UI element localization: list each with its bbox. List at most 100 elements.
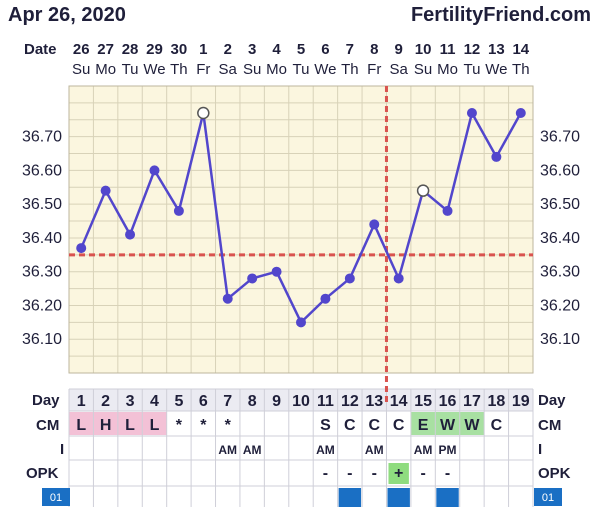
- temperature-point: [442, 205, 453, 216]
- date-label: 12: [464, 41, 481, 58]
- y-tick-right: 36.70: [540, 129, 580, 146]
- cm-cell-fertile: [435, 412, 460, 435]
- date-label: 30: [171, 41, 188, 58]
- weekday-label: Mo: [266, 61, 287, 78]
- weekday-label: Fr: [367, 61, 381, 78]
- cycle-day-cell: 13: [365, 393, 383, 410]
- cycle-day-cell: 4: [150, 393, 159, 410]
- cm-cell: E: [418, 417, 429, 434]
- cycle-day-cell: 12: [341, 393, 359, 410]
- plot-area: [69, 86, 533, 373]
- temperature-point: [296, 317, 306, 328]
- cycle-day-cell: 7: [223, 393, 232, 410]
- weekday-label: Tu: [463, 61, 480, 78]
- temperature-point: [491, 151, 502, 162]
- date-label: 5: [297, 41, 305, 58]
- intercourse-cell: AM: [414, 443, 433, 457]
- y-tick-right: 36.60: [540, 162, 580, 179]
- temperature-point: [515, 108, 526, 119]
- cm-cell: W: [464, 417, 480, 434]
- date-label: 27: [97, 41, 114, 58]
- cm-cell-menstruation: [142, 412, 167, 435]
- chart-date: Apr 26, 2020: [8, 4, 126, 26]
- cm-cell-menstruation: [93, 412, 118, 435]
- weekday-label: Su: [72, 61, 90, 78]
- date-label: 13: [488, 41, 505, 58]
- weekday-label: Su: [243, 61, 261, 78]
- intercourse-cell: PM: [439, 443, 457, 457]
- cycle-badge-left-text: 01: [50, 492, 62, 504]
- cycle-day-cell: 10: [292, 393, 310, 410]
- reference-lines-layer: [69, 86, 533, 405]
- intercourse-cell: AM: [218, 443, 237, 457]
- cycle-day-cell: 18: [487, 393, 505, 410]
- cm-cell: C: [368, 417, 380, 434]
- date-label: 11: [440, 41, 456, 58]
- series-layer: [76, 106, 526, 328]
- cm-cell: *: [200, 417, 207, 434]
- temperature-point: [320, 293, 331, 304]
- y-tick-left: 36.10: [22, 331, 62, 348]
- cycle-day-cell: 8: [248, 393, 257, 410]
- cycle-day-cell: 9: [272, 393, 281, 410]
- cycle-day-cell: 5: [174, 393, 183, 410]
- opk-cell-positive: [388, 463, 409, 484]
- weekday-label: We: [143, 61, 165, 78]
- intercourse-cell: AM: [365, 443, 384, 457]
- temperature-point: [466, 108, 477, 119]
- cm-cell-menstruation: [117, 412, 143, 435]
- y-tick-right: 36.50: [540, 196, 580, 213]
- date-label: 9: [395, 41, 403, 58]
- temperature-point-open: [197, 106, 210, 120]
- temperature-point: [173, 205, 184, 216]
- cycle-day-stripe: [338, 488, 362, 507]
- temperature-point: [393, 273, 404, 284]
- weekday-label: Su: [414, 61, 432, 78]
- cm-row-label-right: CM: [538, 417, 561, 434]
- y-tick-right: 36.20: [540, 297, 580, 314]
- date-label: 7: [346, 41, 354, 58]
- opk-cell: -: [445, 465, 450, 482]
- date-label: 14: [512, 41, 529, 58]
- weekday-label: Mo: [95, 61, 116, 78]
- cm-cell: L: [150, 417, 160, 434]
- y-tick-right: 36.10: [540, 331, 580, 348]
- cycle-day-stripe: [387, 488, 410, 507]
- opk-row-label-right: OPK: [538, 465, 571, 482]
- date-label: 4: [272, 41, 281, 58]
- weekday-label: Sa: [219, 61, 238, 78]
- cm-cell: C: [491, 417, 503, 434]
- cycle-badge-left: [42, 488, 70, 506]
- temperature-point: [271, 266, 282, 277]
- cycle-badge-right-text: 01: [542, 492, 554, 504]
- date-label: 2: [224, 41, 232, 58]
- weekday-label: Th: [512, 61, 530, 78]
- cm-cell: W: [440, 417, 456, 434]
- temperature-point: [125, 229, 136, 240]
- cycle-day-cell: 2: [101, 393, 110, 410]
- weekday-label: Fr: [196, 61, 210, 78]
- cm-cell-fertile: [410, 412, 436, 435]
- temperature-point: [369, 219, 380, 230]
- cm-cell: H: [100, 417, 112, 434]
- opk-row-label-left: OPK: [26, 465, 59, 482]
- y-tick-left: 36.20: [22, 297, 62, 314]
- weekday-label: Tu: [293, 61, 310, 78]
- cycle-day-cell: 3: [126, 393, 135, 410]
- y-tick-left: 36.50: [22, 196, 62, 213]
- weekday-label: We: [485, 61, 507, 78]
- site-name[interactable]: FertilityFriend.com: [411, 4, 591, 26]
- date-label: 26: [73, 41, 90, 58]
- cm-cell: C: [393, 417, 405, 434]
- temperature-point-open: [416, 184, 430, 197]
- table-cells-layer: [69, 412, 485, 507]
- weekday-label: Th: [170, 61, 188, 78]
- opk-cell: -: [347, 465, 352, 482]
- date-label: 3: [248, 41, 256, 58]
- cm-row-label-left: CM: [36, 417, 59, 434]
- cm-cell: L: [125, 417, 135, 434]
- cm-cell-fertile: [459, 412, 485, 435]
- opk-cell: -: [323, 465, 328, 482]
- cycle-day-cell: 1: [77, 393, 86, 410]
- y-tick-right: 36.30: [540, 264, 580, 281]
